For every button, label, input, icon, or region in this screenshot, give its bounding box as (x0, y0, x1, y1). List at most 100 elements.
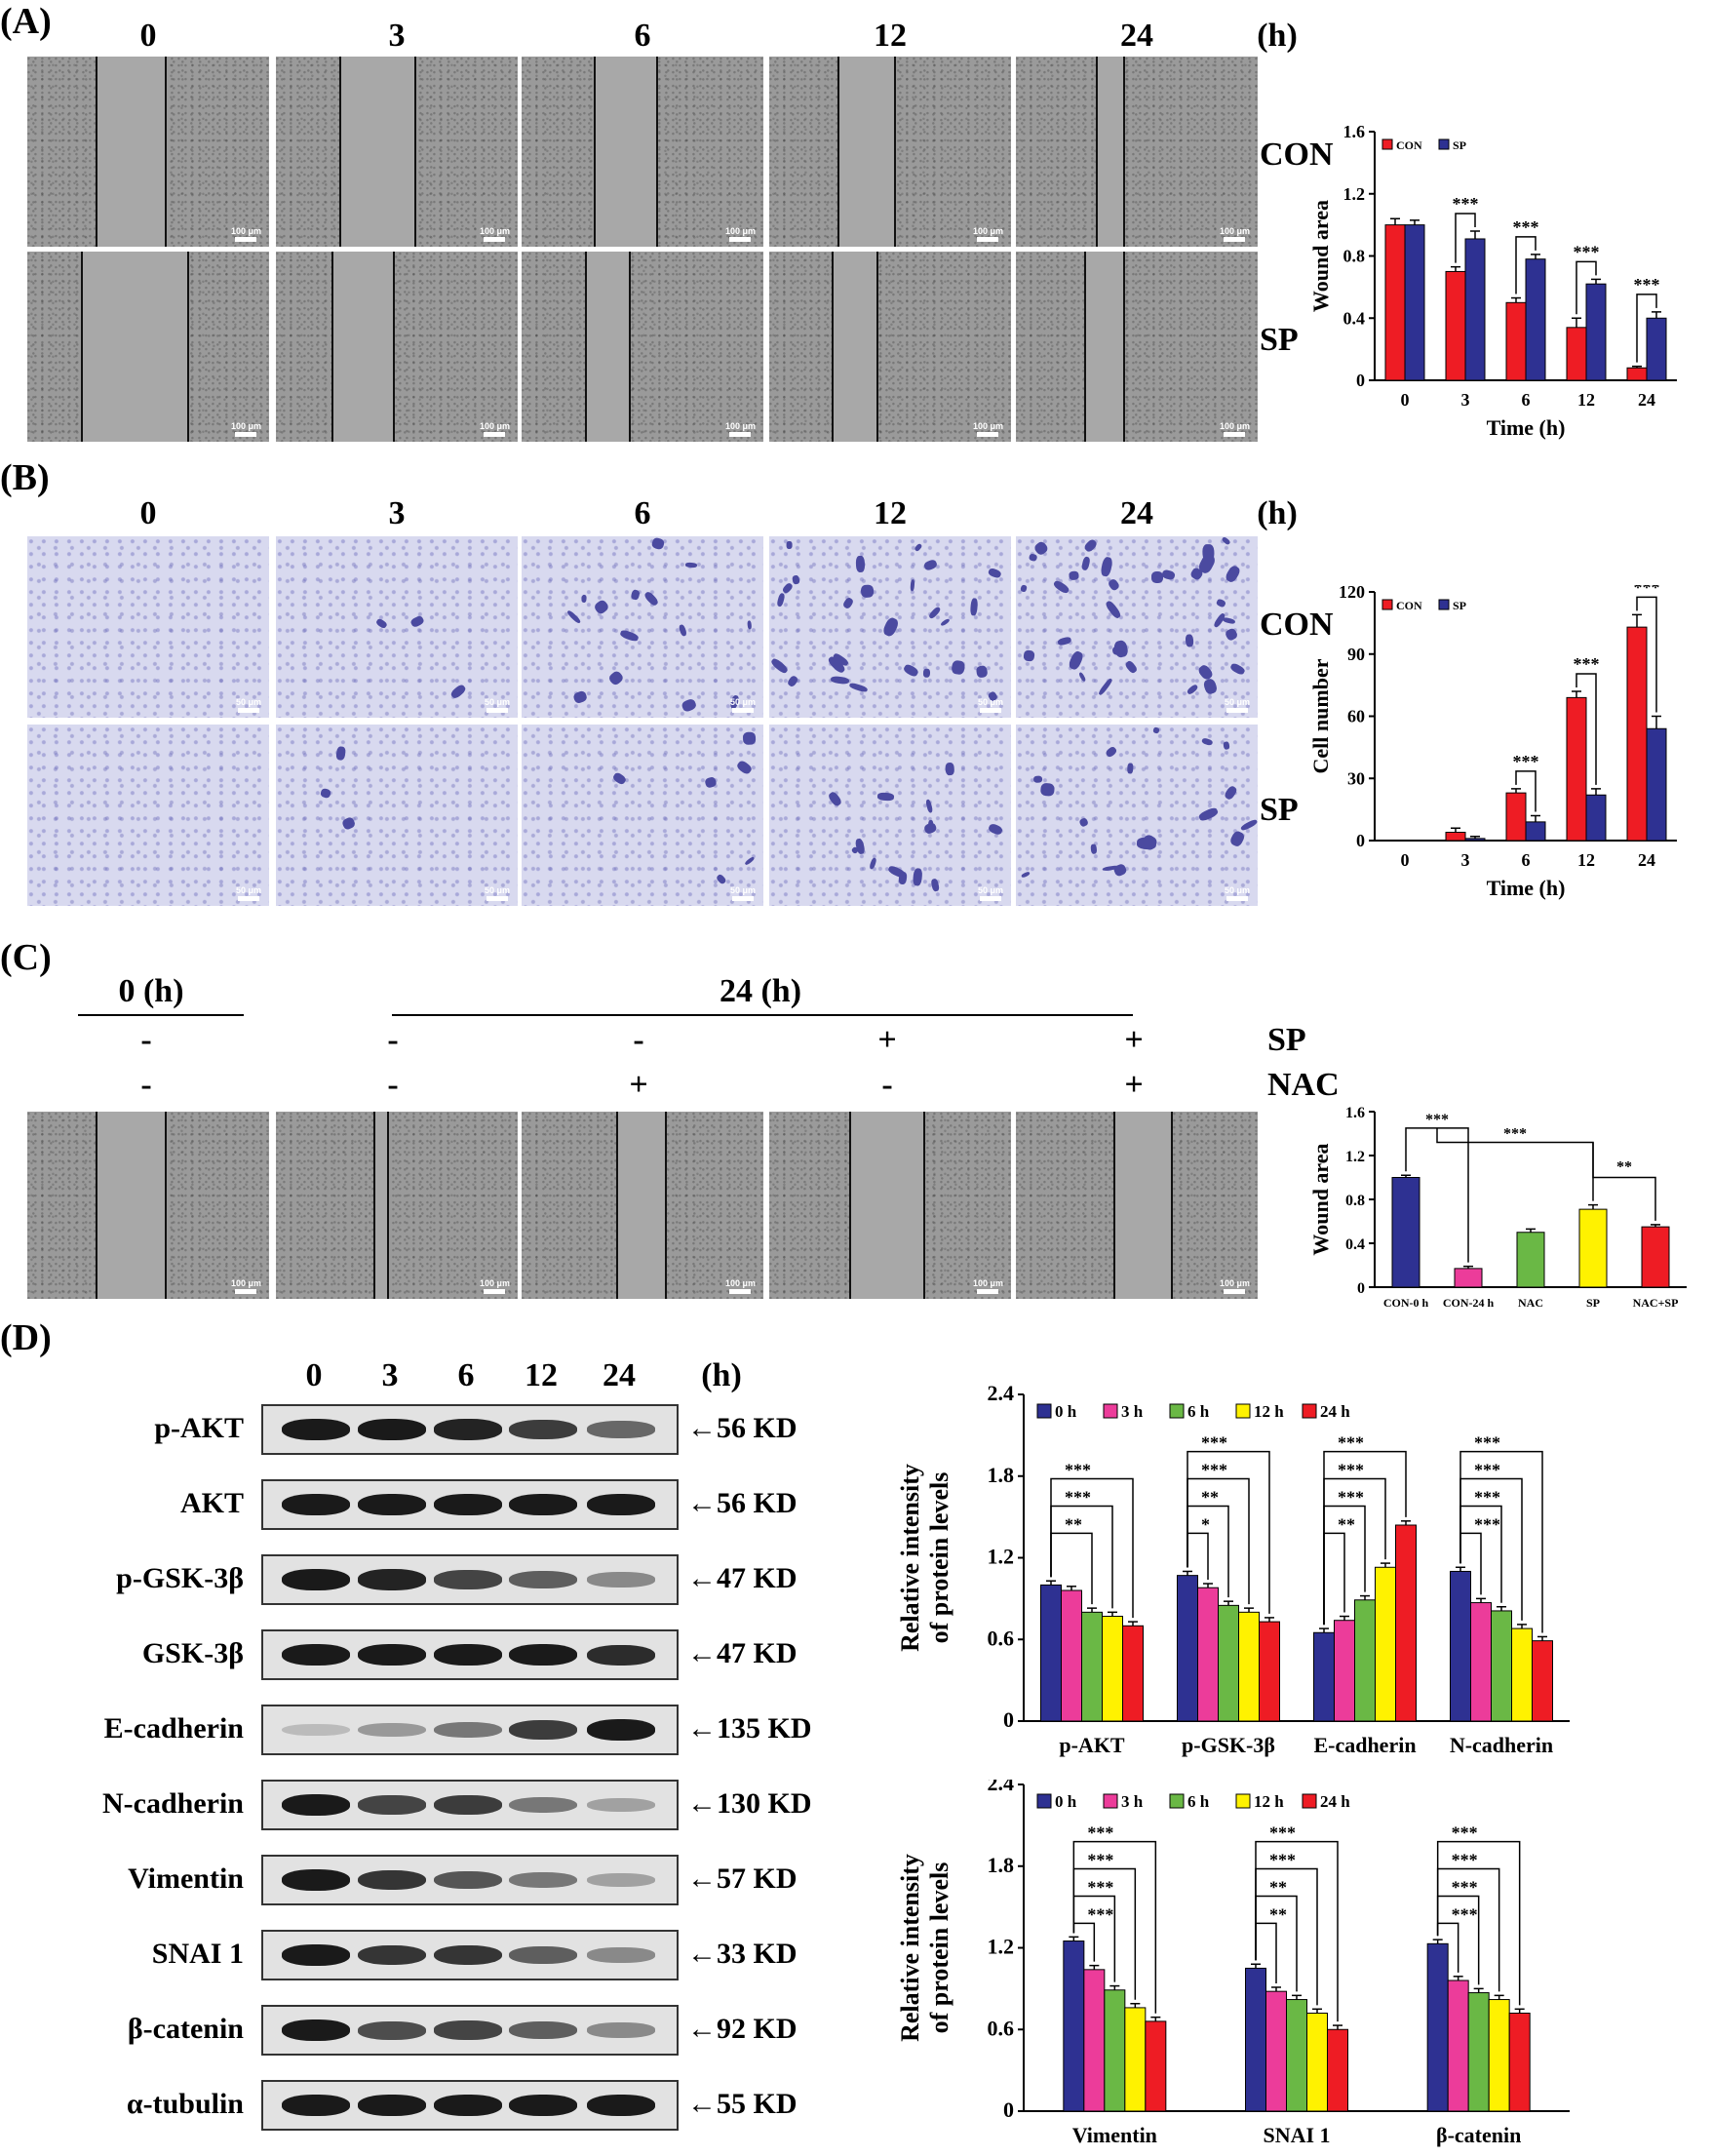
x-tick-label: 6 (1522, 850, 1531, 870)
y-tick-label: 120 (1339, 585, 1365, 602)
molecular-weight-label: ←47 KD (687, 1637, 798, 1669)
protein-band (358, 1644, 426, 1666)
bar (1259, 1621, 1280, 1722)
bar (1447, 1980, 1469, 2112)
nac-sign: - (140, 1067, 152, 1103)
bar (1525, 258, 1546, 381)
transwell-micrograph: 50 μm (522, 536, 763, 718)
scale-bar-label: 50 μm (484, 885, 510, 895)
significance-bracket (1323, 1450, 1407, 1626)
bar (1124, 2007, 1147, 2112)
molecular-weight-label: ←130 KD (687, 1787, 812, 1820)
x-tick-label: β-catenin (1436, 2123, 1521, 2147)
time-label: 3 (388, 18, 406, 54)
wound-micrograph: 100 μm (522, 57, 763, 247)
nac-sign: + (1124, 1067, 1144, 1103)
wound-gap (373, 1112, 389, 1299)
header-0h: 0 (h) (118, 973, 184, 1009)
legend-label: 3 h (1121, 1402, 1144, 1421)
blot-protein-label: E-cadherin (103, 1712, 244, 1744)
protein-band (358, 1722, 426, 1738)
legend-swatch (1381, 138, 1393, 150)
migrated-cell (735, 759, 754, 776)
significance-bracket (1323, 1532, 1345, 1626)
scale-bar: 50 μm (485, 697, 510, 713)
blot-protein-label: p-GSK-3β (116, 1562, 244, 1594)
scale-bar-label: 50 μm (484, 697, 510, 707)
migrated-cell (1067, 649, 1085, 672)
wound-micrograph: 100 μm (1016, 57, 1258, 247)
bar (1511, 1627, 1533, 1722)
row-label-sp: SP (1267, 1022, 1306, 1058)
legend-swatch (1438, 599, 1450, 610)
bar (1391, 1177, 1420, 1288)
migrated-cell (704, 775, 718, 789)
y-tick-label: 0.6 (988, 2016, 1015, 2040)
y-tick-label: 1.6 (1345, 1105, 1365, 1121)
migrated-cell (1078, 816, 1089, 828)
y-tick-label: 0.8 (1345, 1193, 1365, 1209)
header-0h-line (78, 1014, 244, 1016)
migrated-cell (927, 606, 942, 620)
migrated-cell (1186, 684, 1199, 696)
protein-band (587, 1421, 655, 1438)
scale-bar-label: 100 μm (724, 1278, 756, 1288)
migrated-cell (1105, 600, 1123, 620)
wound-gap (1113, 1112, 1173, 1299)
bar (1040, 1584, 1062, 1722)
y-tick-label: 0.4 (1345, 1236, 1365, 1253)
western-blot-strip (261, 2005, 679, 2056)
y-tick-label: 0.4 (1343, 308, 1366, 328)
migrated-cell (678, 623, 688, 638)
significance-bracket (1436, 1840, 1521, 2006)
x-axis-title: Time (h) (1487, 415, 1566, 440)
migrated-cell (1082, 537, 1099, 554)
protein-band (587, 1494, 655, 1515)
time-label: 24 (1120, 495, 1153, 531)
protein-band (282, 1723, 350, 1737)
migrated-cell (1100, 556, 1114, 577)
protein-band (282, 2019, 350, 2041)
wound-gap (1096, 57, 1125, 247)
protein-band (282, 1869, 350, 1891)
migrated-cell (619, 628, 641, 643)
migrated-cell (607, 669, 626, 686)
scale-bar: 100 μm (1220, 1278, 1250, 1294)
scale-bar-label: 50 μm (977, 697, 1003, 707)
time-label: 6 (634, 18, 651, 54)
significance-bracket (1636, 596, 1657, 713)
protein-band (434, 1644, 502, 1666)
legend-swatch (1302, 1793, 1317, 1809)
blot-protein-label: N-cadherin (102, 1787, 244, 1820)
scale-bar-label: 100 μm (230, 226, 261, 236)
molecular-weight-label: ←47 KD (687, 1562, 798, 1594)
significance-bracket (1636, 294, 1657, 363)
migrated-cell (1107, 577, 1121, 592)
scale-bar-label: 100 μm (479, 1278, 510, 1288)
significance-bracket (1255, 1840, 1339, 2022)
scale-bar-label: 100 μm (972, 226, 1003, 236)
migrated-cell (448, 683, 467, 700)
migrated-cell (970, 597, 979, 616)
transwell-micrograph: 50 μm (769, 536, 1011, 718)
significance-marker: *** (1338, 1461, 1364, 1480)
bar (1238, 1611, 1260, 1722)
scale-bar: 100 μm (231, 226, 261, 242)
scale-bar-label: 50 μm (235, 885, 261, 895)
migrated-cell (841, 596, 855, 609)
y-axis-title: Relative intensity (896, 1464, 924, 1652)
migrated-cell (1090, 843, 1098, 855)
x-tick-label: 12 (1577, 850, 1595, 870)
legend-swatch (1103, 1793, 1118, 1809)
scale-bar-label: 100 μm (1219, 226, 1250, 236)
significance-bracket (1592, 1142, 1656, 1221)
migrated-cell (930, 878, 941, 892)
bar (1327, 2028, 1348, 2112)
molecular-weight-label: ←33 KD (687, 1938, 798, 1970)
protein-band (587, 1873, 655, 1887)
blot-protein-label: p-AKT (154, 1412, 244, 1444)
protein-band (509, 1571, 577, 1588)
migrated-cell (1020, 871, 1031, 879)
bar (1197, 1587, 1219, 1722)
row-label-con: CON (1260, 607, 1334, 643)
